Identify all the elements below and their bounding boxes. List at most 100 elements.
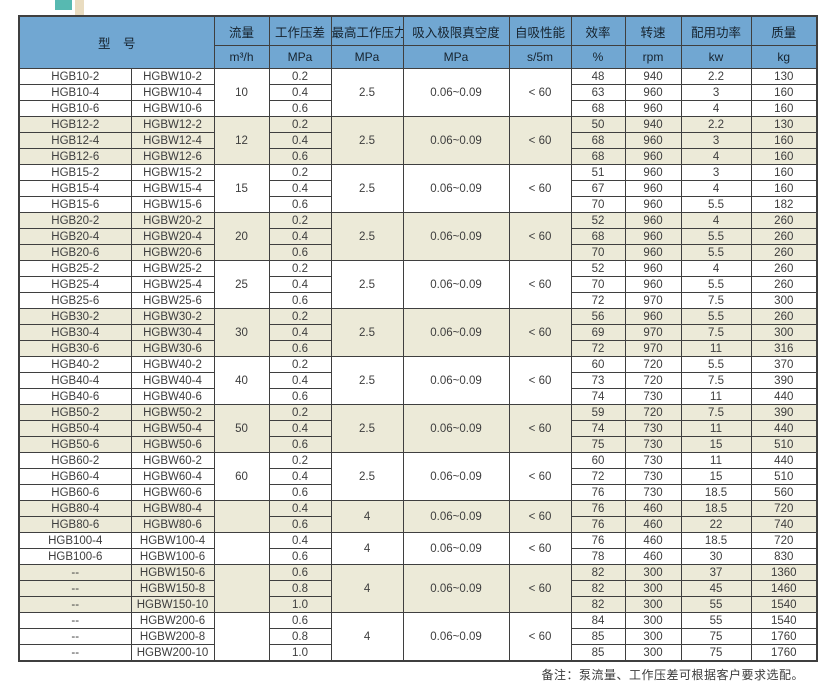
self-priming-cell: < 60 [508,452,572,501]
max-pressure-cell: 2.5 [330,68,404,117]
mass-cell: 740 [750,516,818,533]
mass-cell: 160 [750,84,818,101]
pressure-diff-cell: 1.0 [268,596,332,613]
model-w-cell: HGBW25-6 [130,292,215,309]
efficiency-cell: 52 [570,260,626,277]
flow-cell: 12 [213,116,270,165]
speed-cell: 720 [624,356,682,373]
table-row: HGB80-6 HGBW80-6 0.6 76 460 22 740 [18,516,818,533]
model-b-cell: HGB12-6 [18,148,132,165]
model-w-cell: HGBW150-10 [130,596,215,613]
max-pressure-cell: 2.5 [330,212,404,261]
model-w-cell: HGBW20-6 [130,244,215,261]
pressure-diff-cell: 0.4 [268,420,332,437]
power-cell: 11 [680,420,752,437]
power-cell: 5.5 [680,276,752,293]
speed-cell: 960 [624,228,682,245]
model-b-cell: -- [18,628,132,645]
flow-cell: 50 [213,404,270,453]
col-header-model: 型 号 [18,15,215,69]
vacuum-cell: 0.06~0.09 [402,164,510,213]
col-unit-speed: rpm [624,45,682,69]
model-b-cell: -- [18,596,132,613]
self-priming-cell: < 60 [508,500,572,533]
max-pressure-cell: 2.5 [330,404,404,453]
model-w-cell: HGBW80-6 [130,516,215,533]
table-row: -- HGBW200-8 0.8 85 300 75 1760 [18,628,818,645]
speed-cell: 960 [624,164,682,181]
mass-cell: 130 [750,116,818,133]
pressure-diff-cell: 0.6 [268,564,332,581]
model-w-cell: HGBW25-2 [130,260,215,277]
table-row: HGB10-2 HGBW10-2 10 0.2 2.5 0.06~0.09 < 60 48 94… [18,68,818,117]
speed-cell: 960 [624,276,682,293]
mass-cell: 260 [750,276,818,293]
table-row: HGB60-6 HGBW60-6 0.6 76 730 18.5 560 [18,484,818,501]
col-unit-flow: m³/h [213,45,270,69]
model-b-cell: HGB10-6 [18,100,132,117]
pressure-diff-cell: 0.6 [268,100,332,117]
table-row: -- HGBW150-6 0.6 4 0.06~0.09 < 60 82 300 37 1360 [18,564,818,613]
efficiency-cell: 51 [570,164,626,181]
model-w-cell: HGBW15-6 [130,196,215,213]
mass-cell: 1760 [750,644,818,662]
flow-cell [213,564,270,613]
mass-cell: 510 [750,468,818,485]
speed-cell: 460 [624,500,682,517]
efficiency-cell: 82 [570,564,626,581]
table-row: -- HGBW150-10 1.0 82 300 55 1540 [18,596,818,613]
efficiency-cell: 68 [570,228,626,245]
max-pressure-cell: 4 [330,564,404,613]
model-w-cell: HGBW150-8 [130,580,215,597]
pressure-diff-cell: 0.4 [268,276,332,293]
pressure-diff-cell: 0.4 [268,500,332,517]
mass-cell: 260 [750,260,818,277]
self-priming-cell: < 60 [508,116,572,165]
power-cell: 37 [680,564,752,581]
model-b-cell: HGB12-2 [18,116,132,133]
efficiency-cell: 50 [570,116,626,133]
table-row: HGB50-6 HGBW50-6 0.6 75 730 15 510 [18,436,818,453]
speed-cell: 970 [624,292,682,309]
col-header-self-priming: 自吸性能 [508,15,572,46]
self-priming-cell: < 60 [508,564,572,613]
efficiency-cell: 68 [570,148,626,165]
power-cell: 11 [680,452,752,469]
model-w-cell: HGBW60-4 [130,468,215,485]
model-b-cell: HGB10-2 [18,68,132,85]
power-cell: 4 [680,212,752,229]
model-w-cell: HGBW100-6 [130,548,215,565]
pressure-diff-cell: 1.0 [268,644,332,662]
max-pressure-cell: 4 [330,500,404,533]
table-row: HGB60-2 HGBW60-2 60 0.2 2.5 0.06~0.09 < 60 60 73… [18,452,818,501]
model-b-cell: HGB15-6 [18,196,132,213]
efficiency-cell: 75 [570,436,626,453]
speed-cell: 730 [624,468,682,485]
efficiency-cell: 70 [570,276,626,293]
pressure-diff-cell: 0.4 [268,468,332,485]
col-header-vacuum: 吸入极限真空度 [402,15,510,46]
power-cell: 22 [680,516,752,533]
model-b-cell: -- [18,644,132,662]
self-priming-cell: < 60 [508,532,572,565]
mass-cell: 160 [750,132,818,149]
pressure-diff-cell: 0.2 [268,356,332,373]
pressure-diff-cell: 0.2 [268,404,332,421]
section-marker-beige-icon [75,0,84,15]
model-w-cell: HGBW50-2 [130,404,215,421]
power-cell: 7.5 [680,324,752,341]
model-w-cell: HGBW30-4 [130,324,215,341]
power-cell: 15 [680,436,752,453]
model-b-cell: HGB60-2 [18,452,132,469]
mass-cell: 160 [750,164,818,181]
power-cell: 4 [680,100,752,117]
speed-cell: 300 [624,612,682,629]
flow-cell: 25 [213,260,270,309]
power-cell: 5.5 [680,244,752,261]
power-cell: 5.5 [680,228,752,245]
power-cell: 11 [680,388,752,405]
speed-cell: 720 [624,404,682,421]
model-b-cell: -- [18,612,132,629]
mass-cell: 1460 [750,580,818,597]
power-cell: 15 [680,468,752,485]
